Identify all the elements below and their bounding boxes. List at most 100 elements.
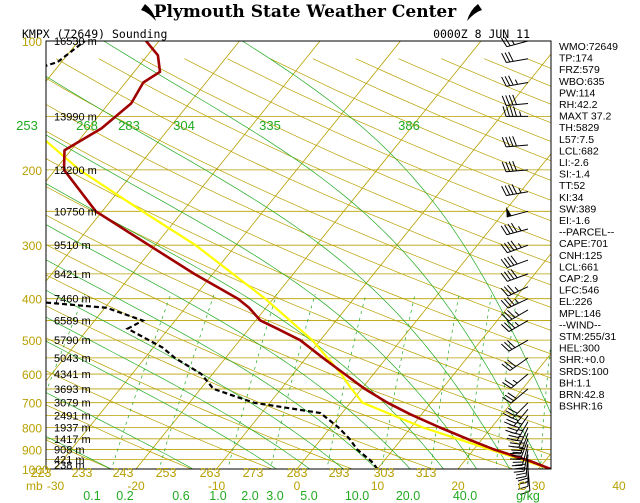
barb-full [504,379,515,387]
barb-full [507,340,516,349]
barb-full [517,477,529,482]
barb-full [501,363,511,371]
temperature-tick-label: 10 [371,479,385,493]
barb-full [503,298,512,307]
barb-staff [508,339,529,352]
barb-full [515,475,527,480]
wind-barb [502,106,529,117]
barb-full [510,269,518,279]
wind-barbs [500,36,531,496]
pressure-tick-label: 500 [22,334,42,348]
wind-barb [502,373,529,389]
theta-label-top: 304 [173,118,195,133]
barb-staff [525,454,529,477]
barb-full [520,490,531,496]
index-line: MAXT 37.2 [559,111,611,123]
index-line: BRN:42.8 [559,389,605,401]
barb-staff [507,259,529,269]
theta-label-bottom: 243 [113,466,134,480]
wind-barb [501,320,529,333]
barb-half [522,481,529,484]
axis-unit-label: mb [26,479,43,493]
barb-full [513,470,525,473]
mixing-ratio-label: 0.2 [116,489,133,503]
index-line: SHR:+0.0 [559,354,605,366]
barb-full [501,76,507,87]
mixing-ratio-label: 1.0 [209,489,226,503]
barb-full [502,106,507,117]
barb-staff [506,58,529,63]
height-label: 6589 m [54,316,91,328]
mixing-ratio-line [227,293,277,469]
wind-barb [500,284,529,297]
barb-full [505,136,511,147]
barb-full [508,136,514,147]
barb-half [518,226,522,232]
height-label: 7460 m [54,294,91,306]
mixing-ratio-line [111,293,172,469]
height-label: 5043 m [54,353,91,365]
pressure-tick-label: 700 [22,397,42,411]
mixing-ratio-line [495,293,518,469]
barb-full [503,286,512,295]
barb-staff [521,444,529,466]
pressure-tick-label: 900 [22,443,42,457]
isotherm [46,41,321,382]
barb-full [510,452,521,455]
logo-left-icon [141,4,156,21]
index-line: LCL:682 [559,145,599,157]
theta-label-top: 253 [16,118,38,133]
theta-label-bottom: 313 [416,466,437,480]
wind-barb [501,136,529,148]
dewpoint-trace [46,41,379,469]
moist-adiabat [46,340,277,469]
barb-half [514,286,519,292]
theta-label-bottom: 293 [329,466,350,480]
mixing-ratio-line [158,293,215,469]
barb-full [505,161,511,172]
barb-staff [510,373,529,389]
wind-barb [501,160,529,173]
barb-full [504,322,513,331]
height-label: 908 m [54,444,85,456]
height-label: 5790 m [54,335,91,347]
barb-full [508,94,514,106]
index-line: SI:-1.4 [559,169,590,181]
moist-adiabat [103,41,544,469]
dry-adiabat [46,77,551,308]
barb-half [517,429,523,432]
wind-barb [505,415,529,435]
dry-adiabat [141,58,551,243]
mixing-ratio-line [430,293,460,469]
wind-barb [502,388,529,404]
barb-full [507,256,515,266]
barb-full [507,426,518,432]
theta-label-bottom: 253 [156,466,177,480]
barb-half [514,321,520,327]
index-line: BH:1.1 [559,377,591,389]
mixing-ratio-label: 3.0 [266,489,283,503]
moist-adiabat [46,224,411,469]
barb-full [500,258,508,268]
barb-half [512,379,518,384]
wind-barb [515,454,529,480]
height-label: 8421 m [54,269,91,281]
barb-staff [512,402,529,419]
height-label: 16530 m [54,36,97,48]
barb-half [518,435,524,438]
barb-half [514,79,519,85]
barb-full [506,106,510,117]
mixing-ratio-label: 20.0 [396,489,420,503]
dry-adiabat [46,274,515,469]
isotherm [296,153,551,469]
height-label: 4341 m [54,369,91,381]
mixing-ratio-line [326,293,367,469]
barb-half [514,298,519,304]
barb-half [519,111,522,117]
barb-full [508,51,514,62]
barb-full [510,222,518,233]
barb-full [507,223,514,234]
dry-adiabat [46,103,551,331]
wind-barb [510,433,529,455]
